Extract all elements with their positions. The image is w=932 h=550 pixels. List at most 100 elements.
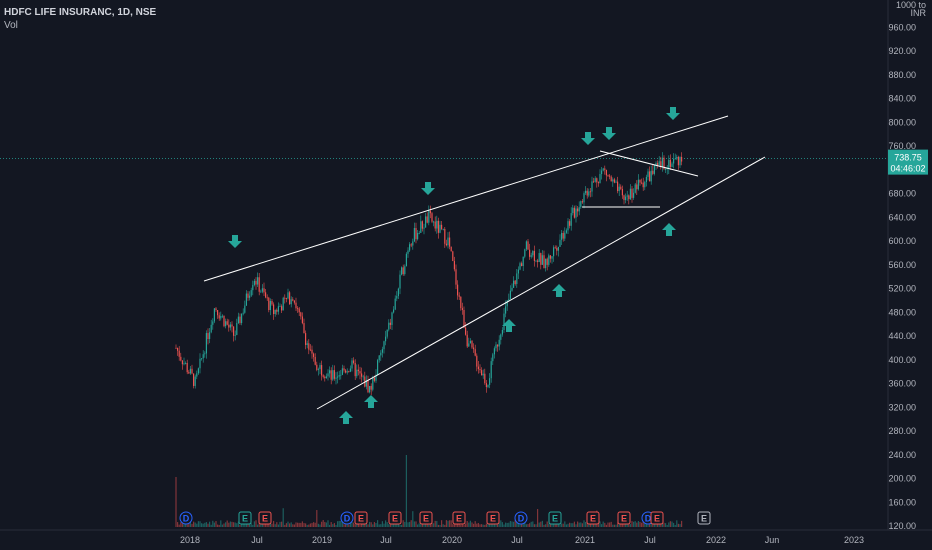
volume-bar (500, 520, 502, 527)
candle-body (303, 323, 305, 334)
candle-body (281, 306, 283, 311)
lower-trendline[interactable] (316, 156, 766, 410)
down-arrow-marker (421, 182, 435, 195)
dividend-marker[interactable] (179, 511, 193, 525)
volume-bar (372, 524, 374, 527)
candle-body (545, 258, 547, 269)
dividend-marker[interactable] (514, 511, 528, 525)
volume-bar (541, 520, 543, 527)
earnings-marker[interactable] (548, 511, 562, 525)
volume-bar (559, 522, 561, 527)
volume-bar (295, 522, 297, 527)
candle-body (426, 216, 428, 223)
volume-bar (309, 523, 311, 527)
earnings-marker[interactable] (388, 511, 402, 525)
candle-body (418, 232, 420, 234)
candle-body (261, 288, 263, 292)
earnings-marker[interactable] (258, 511, 272, 525)
candle-body (367, 380, 369, 393)
volume-bar (529, 523, 531, 527)
candle-body (260, 291, 262, 293)
volume-bar (373, 522, 375, 527)
candle-body (290, 299, 292, 305)
earnings-marker[interactable] (238, 511, 252, 525)
volume-bar (201, 523, 203, 527)
price-tick-label: 920.00 (888, 46, 916, 56)
volume-bar (364, 524, 366, 527)
candle-body (604, 168, 606, 170)
volume-bar (452, 524, 454, 527)
volume-bar (580, 522, 582, 527)
earnings-marker[interactable] (617, 511, 631, 525)
volume-bar (399, 524, 401, 527)
volume-bar (658, 524, 660, 527)
earnings-marker[interactable] (452, 511, 466, 525)
volume-bar (618, 524, 620, 527)
volume-bar (450, 520, 452, 527)
candle-body (580, 201, 582, 208)
symbol-title[interactable]: HDFC LIFE INSURANC, 1D, NSE (4, 7, 157, 18)
volume-bar (359, 524, 361, 527)
volume-bar (337, 521, 339, 527)
volume-bar (274, 524, 276, 527)
candle-body (249, 295, 251, 298)
volume-bar (666, 524, 668, 527)
candle-body (466, 334, 468, 347)
candle-body (186, 363, 188, 373)
candle-body (434, 221, 436, 229)
candle-body (623, 195, 625, 201)
down-arrow-marker (602, 127, 616, 140)
volume-bar (445, 520, 447, 527)
volume-bar (301, 521, 303, 527)
candle-body (353, 360, 355, 364)
candle-body (362, 376, 364, 378)
candle-body (561, 232, 563, 240)
candle-body (479, 369, 481, 371)
upper-trendline[interactable] (203, 115, 729, 282)
dividend-marker[interactable] (340, 511, 354, 525)
candle-body (354, 363, 356, 377)
candle-body (282, 297, 284, 311)
volume-indicator-label[interactable]: Vol (4, 20, 18, 31)
candle-body (253, 280, 255, 285)
volume-bar (239, 524, 241, 527)
volume-bar (234, 522, 236, 527)
candle-body (180, 356, 182, 361)
volume-bar (357, 523, 359, 527)
event-marker-label: D (518, 514, 525, 524)
volume-bar (303, 523, 305, 527)
volume-bar (252, 524, 254, 527)
candle-body (484, 373, 486, 384)
volume-bar (509, 520, 511, 527)
volume-bar (493, 522, 495, 527)
candle-body (490, 361, 492, 379)
upcoming-earnings-marker[interactable] (697, 511, 711, 525)
earnings-marker[interactable] (650, 511, 664, 525)
candle-body (329, 370, 331, 374)
candle-body (287, 292, 289, 299)
candle-body (471, 340, 473, 348)
volume-bar (591, 523, 593, 527)
candle-body (252, 284, 254, 291)
volume-bar (202, 523, 204, 527)
earnings-marker[interactable] (586, 511, 600, 525)
candle-body (215, 308, 217, 311)
candle-body (469, 340, 471, 344)
candle-body (420, 221, 422, 233)
volume-bar (468, 522, 470, 527)
candle-body (506, 300, 508, 307)
volume-bar (447, 520, 449, 527)
earnings-marker[interactable] (354, 511, 368, 525)
volume-bar (244, 523, 246, 527)
candle-body (633, 192, 635, 198)
volume-bar (437, 524, 439, 527)
earnings-marker[interactable] (486, 511, 500, 525)
earnings-marker[interactable] (419, 511, 433, 525)
volume-bar (193, 521, 195, 527)
candle-body (381, 349, 383, 353)
price-tick-label: 320.00 (888, 402, 916, 412)
descending-trendline[interactable] (599, 150, 699, 177)
volume-bar (521, 521, 523, 527)
